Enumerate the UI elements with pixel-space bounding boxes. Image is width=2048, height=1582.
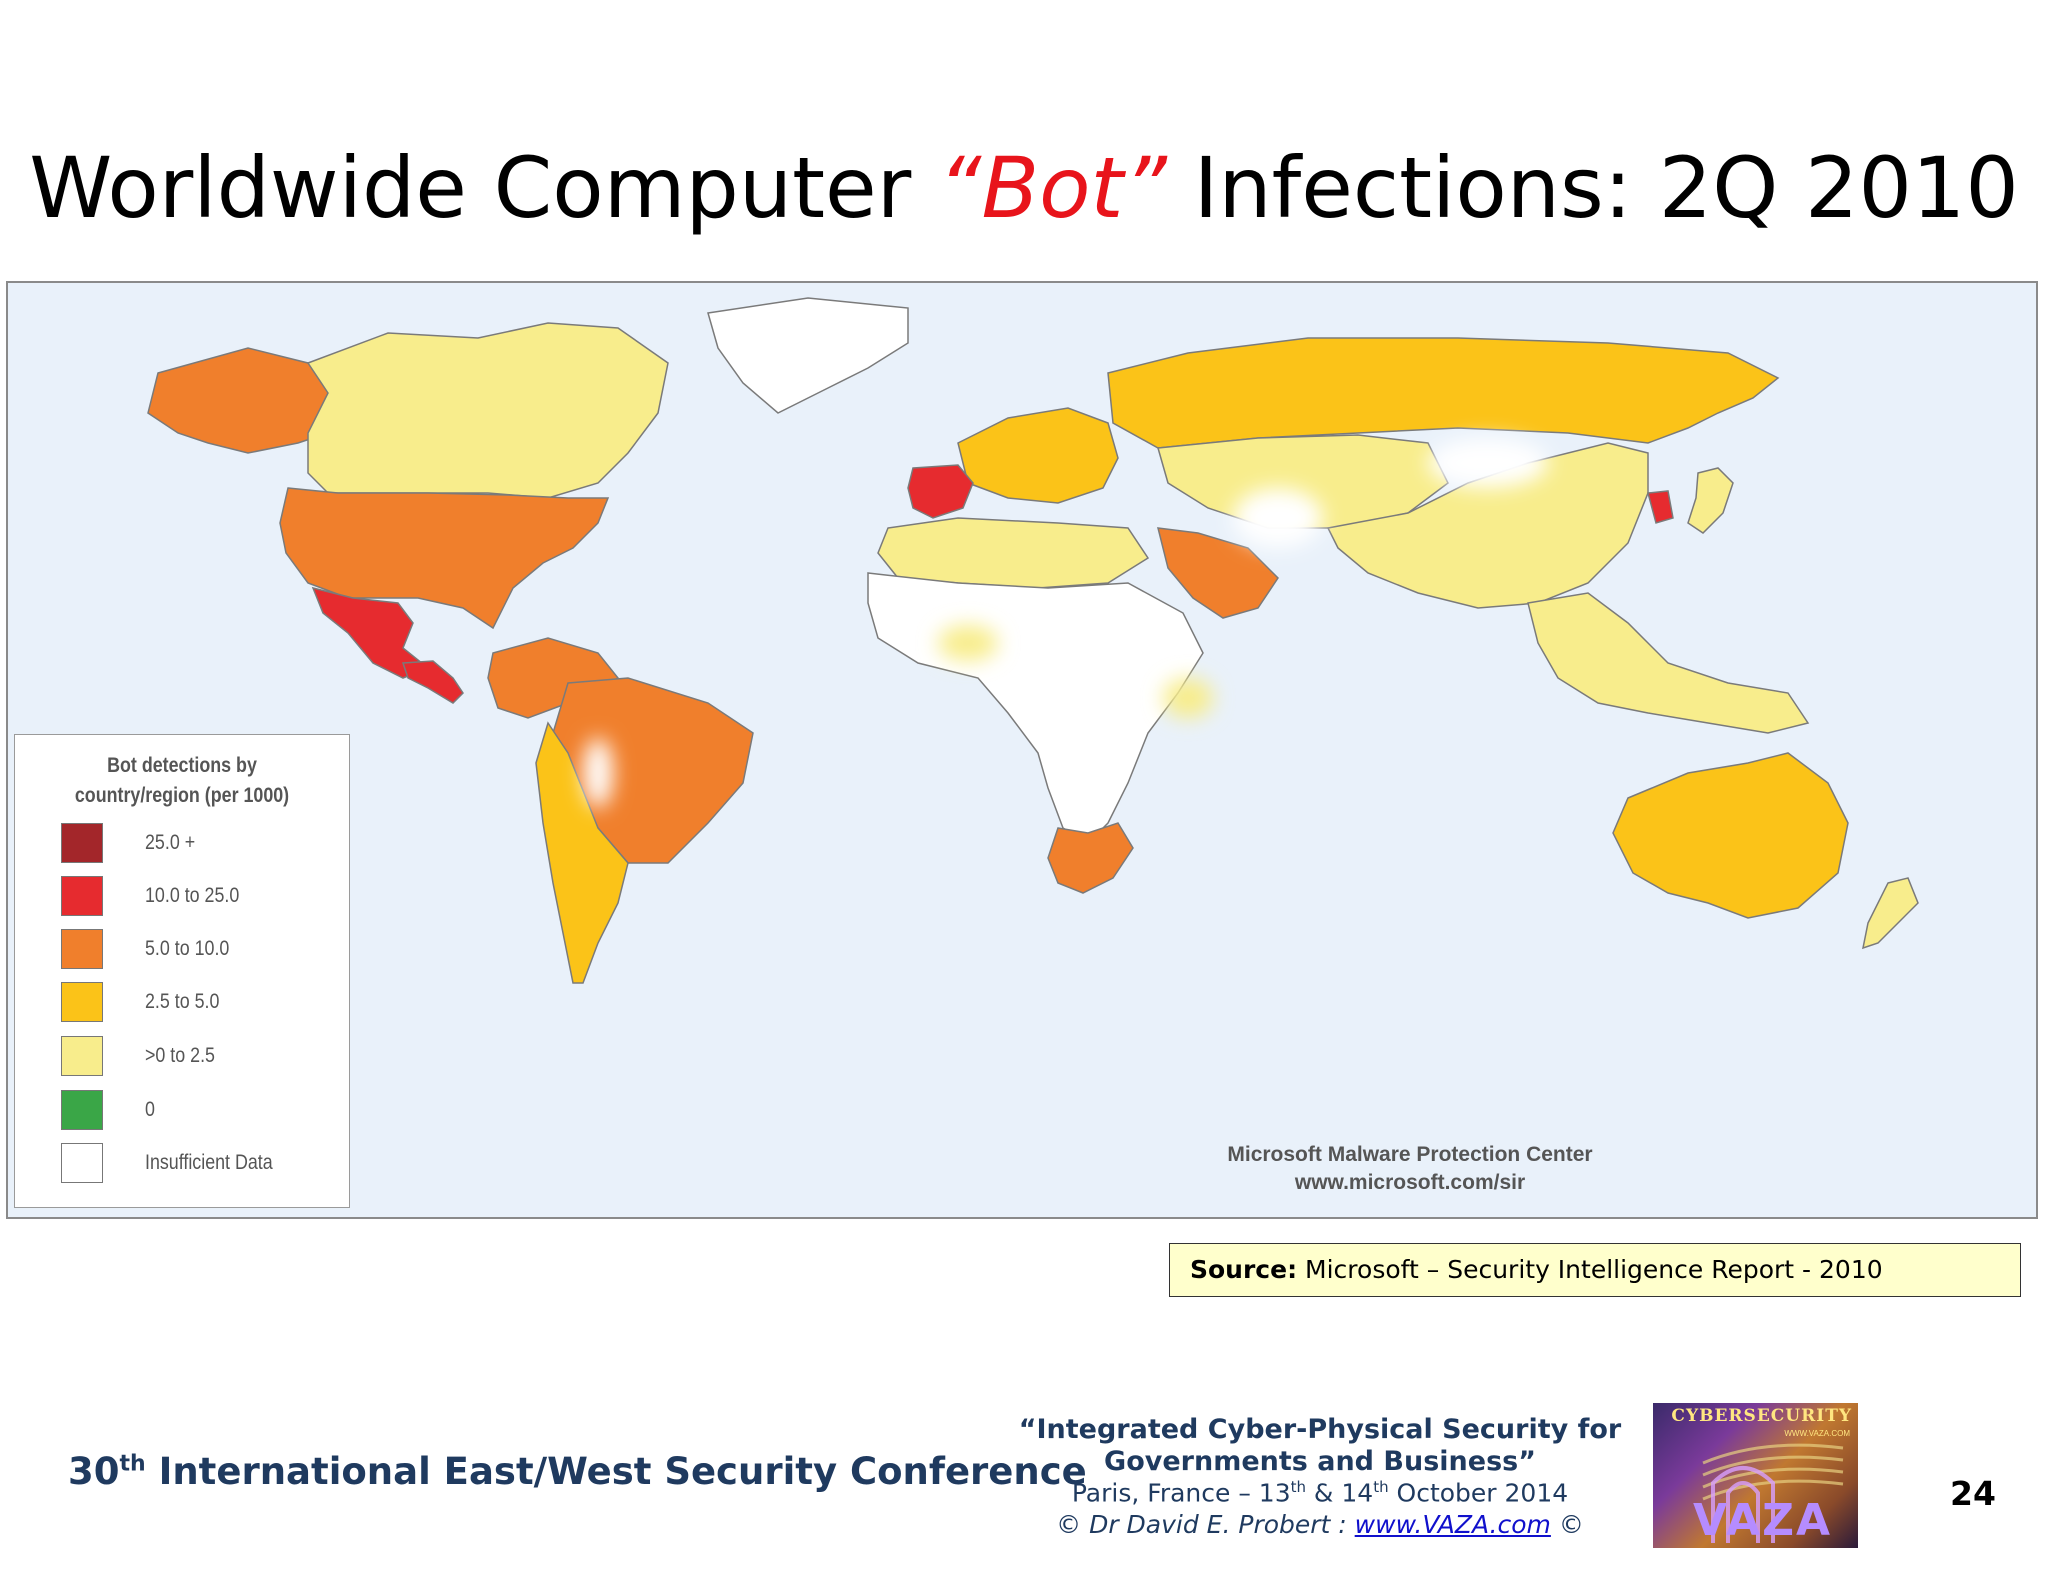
patch-east-africa bbox=[1163, 678, 1213, 718]
legend-item: Insufficient Data bbox=[61, 1143, 341, 1183]
title-after: Infections: 2Q 2010 bbox=[1166, 139, 2019, 237]
legend-item: 5.0 to 10.0 bbox=[61, 929, 341, 969]
conference-rest: International East/West Security Confere… bbox=[145, 1450, 1087, 1493]
region-australia bbox=[1612, 752, 1849, 919]
map-credit-line2: www.microsoft.com/sir bbox=[1294, 1171, 1525, 1194]
source-label: Source: bbox=[1190, 1255, 1298, 1284]
event-mid: & 14 bbox=[1305, 1478, 1374, 1508]
legend-swatch bbox=[61, 1143, 103, 1183]
patch-west-africa bbox=[938, 625, 998, 661]
legend-title: Bot detections by country/region (per 10… bbox=[40, 751, 324, 811]
region-saudi bbox=[1157, 527, 1279, 619]
copyright-pre: © Dr David E. Probert : bbox=[1056, 1510, 1355, 1539]
vaza-logo: CYBERSECURITY WWW.VAZA.COM VAZA bbox=[1653, 1403, 1858, 1548]
legend-label: 10.0 to 25.0 bbox=[145, 884, 240, 907]
soft-patches bbox=[583, 438, 1548, 808]
patch-central-asia bbox=[1428, 438, 1548, 488]
legend-label: 0 bbox=[145, 1098, 155, 1121]
map-credit: Microsoft Malware Protection Center www.… bbox=[1227, 1143, 1592, 1194]
region-north-africa bbox=[877, 517, 1150, 589]
legend-label: Insufficient Data bbox=[145, 1151, 273, 1174]
region-south-africa bbox=[1047, 822, 1134, 894]
source-note: Source: Microsoft – Security Intelligenc… bbox=[1169, 1243, 2021, 1297]
vaza-link[interactable]: www.VAZA.com bbox=[1354, 1510, 1551, 1539]
legend-swatch bbox=[61, 1036, 103, 1076]
legend-swatch bbox=[61, 929, 103, 969]
map-svg: Microsoft Malware Protection Center www.… bbox=[147, 297, 1919, 1194]
region-southeast-asia bbox=[1527, 592, 1810, 734]
region-new-zealand bbox=[1862, 877, 1919, 950]
legend-item: >0 to 2.5 bbox=[61, 1036, 341, 1076]
region-alaska bbox=[147, 347, 339, 454]
legend-item: 25.0 + bbox=[61, 823, 341, 863]
page-title: Worldwide Computer “Bot” Infections: 2Q … bbox=[0, 138, 2048, 238]
land-group bbox=[147, 297, 1919, 984]
region-greenland bbox=[707, 297, 909, 414]
map-credit-line1: Microsoft Malware Protection Center bbox=[1227, 1143, 1592, 1166]
map-legend: Bot detections by country/region (per 10… bbox=[14, 734, 350, 1208]
legend-swatch bbox=[61, 982, 103, 1022]
legend-label: 25.0 + bbox=[145, 831, 196, 854]
legend-swatch bbox=[61, 823, 103, 863]
legend-swatch bbox=[61, 876, 103, 916]
region-usa bbox=[279, 487, 610, 630]
logo-top-text: CYBERSECURITY bbox=[1671, 1406, 1852, 1426]
title-before: Worldwide Computer bbox=[29, 139, 938, 237]
conference-ordinal: 30 bbox=[68, 1450, 120, 1493]
event-sup2: th bbox=[1373, 1478, 1389, 1496]
conference-name: 30th International East/West Security Co… bbox=[68, 1450, 1087, 1493]
event-copyright: © Dr David E. Probert : www.VAZA.com © bbox=[1000, 1510, 1640, 1539]
event-end: October 2014 bbox=[1388, 1478, 1569, 1508]
event-place-text: Paris, France – 13 bbox=[1071, 1478, 1291, 1508]
patch-andes bbox=[583, 738, 613, 808]
legend-title-line1: Bot detections by bbox=[107, 754, 257, 777]
region-japan bbox=[1687, 467, 1734, 534]
patch-caucasus bbox=[1233, 488, 1323, 548]
legend-label: >0 to 2.5 bbox=[145, 1044, 215, 1067]
event-sup1: th bbox=[1290, 1478, 1306, 1496]
region-canada bbox=[306, 322, 669, 499]
logo-url-text: WWW.VAZA.COM bbox=[1784, 1429, 1850, 1438]
legend-item: 0 bbox=[61, 1090, 341, 1130]
region-western-europe bbox=[957, 407, 1119, 504]
logo-main-text: VAZA bbox=[1693, 1495, 1833, 1546]
legend-title-line2: country/region (per 1000) bbox=[74, 784, 290, 807]
event-title-line2: Governments and Business” bbox=[1104, 1446, 1536, 1477]
legend-item: 10.0 to 25.0 bbox=[61, 876, 341, 916]
region-central-africa bbox=[867, 572, 1204, 844]
region-russia bbox=[1107, 337, 1780, 449]
region-southern-cone bbox=[535, 721, 629, 984]
conference-sup: th bbox=[119, 1451, 146, 1477]
event-place: Paris, France – 13th & 14th October 2014 bbox=[1000, 1478, 1640, 1507]
legend-label: 5.0 to 10.0 bbox=[145, 937, 230, 960]
source-text: Microsoft – Security Intelligence Report… bbox=[1297, 1255, 1883, 1284]
legend-item: 2.5 to 5.0 bbox=[61, 982, 341, 1022]
region-central-america bbox=[401, 660, 464, 704]
logo-art bbox=[1702, 1443, 1844, 1543]
event-title-line1: “Integrated Cyber-Physical Security for bbox=[1018, 1414, 1622, 1445]
legend-swatch bbox=[61, 1090, 103, 1130]
title-accent: “Bot” bbox=[937, 139, 1167, 237]
page-number: 24 bbox=[1950, 1474, 1996, 1513]
legend-label: 2.5 to 5.0 bbox=[145, 990, 220, 1013]
copyright-post: © bbox=[1550, 1510, 1584, 1539]
region-south-korea bbox=[1647, 490, 1674, 524]
region-spain bbox=[907, 464, 974, 519]
